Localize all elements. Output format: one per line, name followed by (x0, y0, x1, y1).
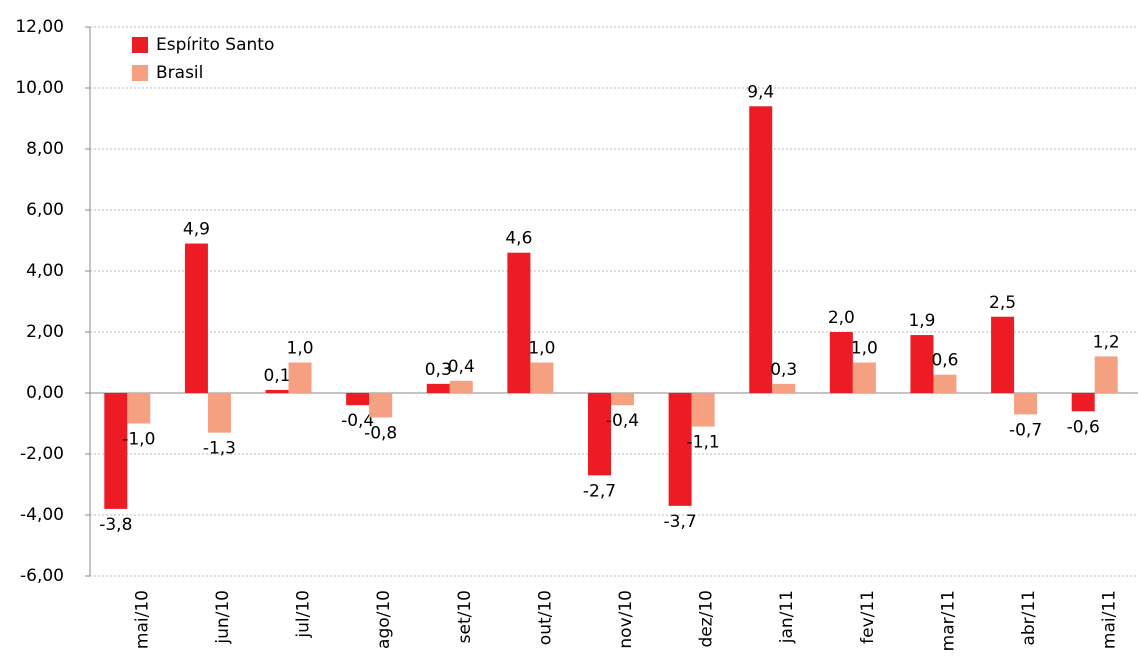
value-label: 9,4 (747, 82, 774, 102)
x-tick-label: jan/11 (777, 590, 797, 644)
bar (852, 362, 876, 393)
y-tick-label: -4,00 (20, 505, 64, 525)
y-tick-label: 6,00 (26, 200, 64, 220)
bar (530, 362, 554, 393)
x-tick-label: mar/11 (938, 590, 958, 651)
y-tick-label: -6,00 (20, 566, 64, 586)
y-tick-label: 2,00 (26, 322, 64, 342)
bar (104, 393, 128, 509)
bar (1014, 393, 1038, 415)
x-tick-label: mai/10 (132, 590, 152, 649)
x-tick-label: mai/11 (1100, 590, 1120, 649)
bar (1094, 356, 1118, 393)
bar (265, 389, 289, 393)
value-label: 1,2 (1093, 332, 1120, 352)
bar (507, 252, 531, 393)
value-label: 0,6 (931, 351, 958, 371)
bar (127, 393, 151, 424)
bar (1071, 393, 1095, 412)
y-tick-label: 12,00 (15, 17, 64, 37)
x-tick-label: abr/11 (1019, 590, 1039, 646)
bar (449, 380, 473, 393)
value-label: -0,8 (364, 423, 397, 443)
bar (749, 106, 773, 394)
legend-swatch (132, 65, 148, 81)
value-label: 2,5 (989, 293, 1016, 313)
x-tick-label: fev/11 (858, 590, 878, 644)
bar (991, 316, 1015, 393)
value-label: -3,8 (99, 515, 132, 535)
value-label: 4,9 (183, 220, 210, 240)
y-tick-label: 10,00 (15, 78, 64, 98)
bar (668, 393, 692, 506)
value-label: -0,6 (1067, 417, 1100, 437)
value-label: 1,0 (528, 339, 555, 359)
x-tick-label: nov/10 (616, 590, 636, 649)
x-tick-label: jul/10 (294, 590, 314, 639)
value-label: 0,4 (448, 357, 475, 377)
bar (588, 393, 611, 476)
bar (933, 374, 957, 393)
value-label: -0,4 (341, 411, 374, 431)
value-label: 0,3 (425, 360, 452, 380)
bar (288, 362, 312, 393)
x-tick-label: out/10 (535, 590, 555, 645)
legend-swatch (132, 37, 148, 53)
bar (611, 393, 634, 406)
bar (772, 383, 796, 393)
y-tick-label: 0,00 (26, 383, 64, 403)
x-tick-label: ago/10 (374, 590, 394, 649)
value-label: -1,0 (122, 430, 155, 450)
x-tick-label: set/10 (455, 590, 475, 643)
y-tick-label: 8,00 (26, 139, 64, 159)
bar (369, 393, 393, 418)
value-label: -1,3 (203, 439, 236, 459)
bar (691, 393, 715, 427)
value-label: 1,9 (908, 311, 935, 331)
value-label: 1,0 (851, 339, 878, 359)
bar (207, 393, 231, 433)
value-label: -3,7 (664, 512, 697, 532)
bar (346, 393, 370, 406)
legend-label: Espírito Santo (156, 35, 274, 55)
value-label: -0,7 (1009, 420, 1042, 440)
y-tick-label: 4,00 (26, 261, 64, 281)
value-label: 0,3 (770, 360, 797, 380)
bar (910, 335, 934, 393)
legend-label: Brasil (156, 63, 203, 83)
value-label: 4,6 (505, 229, 532, 249)
value-label: -0,4 (606, 411, 639, 431)
x-tick-label: jun/10 (213, 590, 233, 645)
y-tick-label: -2,00 (20, 444, 64, 464)
value-label: 2,0 (828, 308, 855, 328)
bar (184, 243, 208, 393)
value-label: -1,1 (687, 433, 720, 453)
x-tick-label: dez/10 (697, 590, 717, 648)
value-label: 1,0 (287, 339, 314, 359)
value-label: 0,1 (264, 366, 291, 386)
bar (426, 383, 450, 393)
value-label: -2,7 (583, 481, 616, 501)
bar (829, 332, 853, 393)
